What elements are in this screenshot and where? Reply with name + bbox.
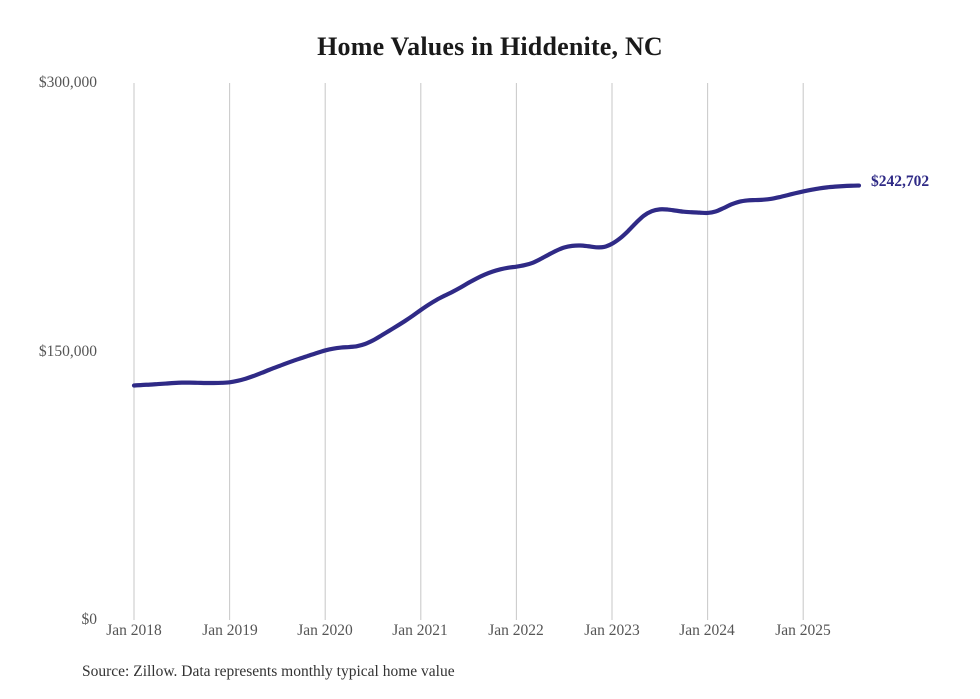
y-axis-tick-label-150000: $150,000 [38, 342, 97, 360]
y-axis-tick-label-300000: $300,000 [38, 74, 97, 91]
x-axis-tick-label-jan-2018: Jan 2018 [106, 622, 162, 639]
x-axis-tick-label-jan-2019: Jan 2019 [202, 622, 258, 639]
end-value-annotation: $242,702 [870, 172, 930, 190]
x-axis-tick-label-jan-2020: Jan 2020 [297, 622, 353, 639]
y-axis-tick-label-0: $0 [81, 611, 98, 628]
x-axis-tick-label-jan-2022: Jan 2022 [488, 622, 544, 639]
x-axis-tick-label-jan-2021: Jan 2021 [392, 622, 448, 639]
source-caption: Source: Zillow. Data represents monthly … [82, 663, 455, 680]
page-title: Home Values in Hiddenite, NC [317, 32, 663, 61]
x-axis-tick-label-jan-2023: Jan 2023 [584, 622, 640, 639]
home-value-series-line [131, 183, 862, 388]
x-axis-tick-label-jan-2025: Jan 2025 [775, 622, 831, 639]
grid-lines [133, 83, 804, 620]
x-axis-tick-label-jan-2024: Jan 2024 [679, 622, 735, 639]
